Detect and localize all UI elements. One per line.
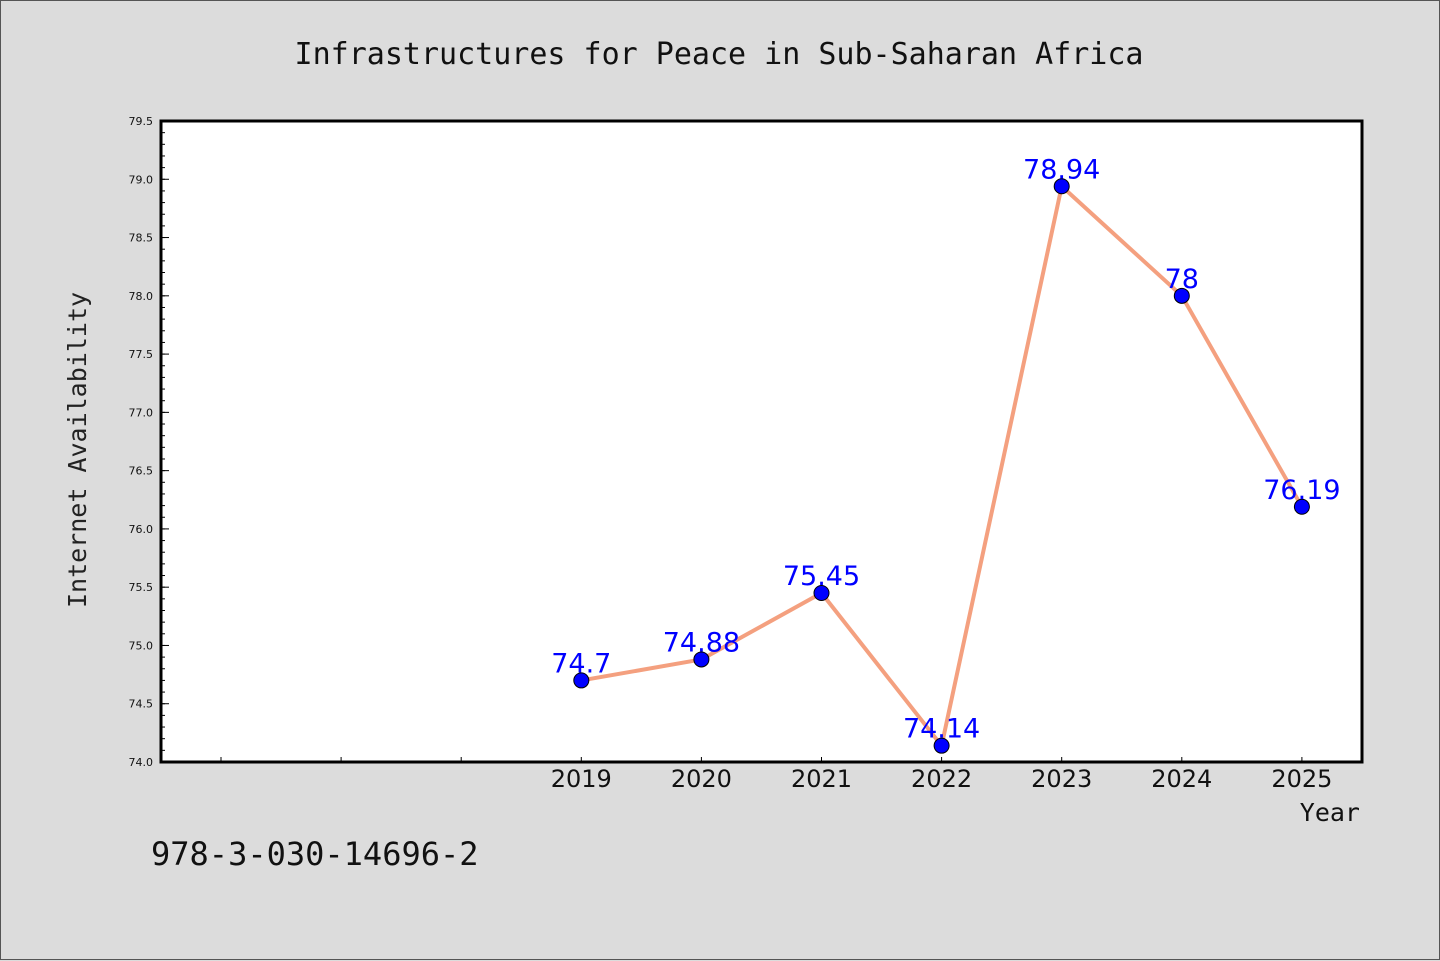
x-tick-label: 2021 (791, 765, 852, 793)
y-tick-label: 78.5 (129, 232, 154, 245)
data-label: 76.19 (1263, 475, 1340, 506)
data-point (813, 585, 830, 602)
y-tick-label: 78.0 (129, 290, 154, 303)
y-tick-label: 74.0 (129, 756, 154, 769)
y-tick-label: 77.5 (129, 348, 154, 361)
x-tick-label: 2024 (1151, 765, 1212, 793)
data-label: 78 (1165, 264, 1199, 295)
x-tick-label: 2025 (1271, 765, 1332, 793)
y-axis: 74.0 74.5 75.0 75.5 76.0 76.5 77.0 77.5 78.0 78.5… (129, 115, 169, 769)
data-point (573, 672, 590, 689)
y-tick-label: 75.0 (129, 639, 154, 652)
data-point (1293, 498, 1310, 515)
y-tick-label: 79.0 (129, 173, 154, 186)
x-tick-label: 2020 (671, 765, 732, 793)
series-group (573, 178, 1310, 754)
y-tick-label: 75.5 (129, 581, 154, 594)
x-tick-label: 2022 (911, 765, 972, 793)
y-tick-label: 79.5 (129, 115, 154, 128)
data-point (933, 737, 950, 754)
data-label: 74.88 (663, 627, 740, 658)
data-label: 74.14 (903, 714, 980, 745)
x-axis: 2019 2020 2021 2022 2023 2024 2025 (220, 757, 1332, 793)
data-label: 75.45 (783, 561, 860, 592)
data-point (1053, 178, 1070, 195)
y-tick-label: 76.5 (129, 465, 154, 478)
y-tick-label: 76.0 (129, 523, 154, 536)
data-labels-group: 74.7 74.88 75.45 74.14 78.94 78 76.19 (551, 154, 1340, 744)
x-tick-label: 2023 (1031, 765, 1092, 793)
y-tick-label: 77.0 (129, 406, 154, 419)
data-point (693, 651, 710, 668)
x-axis-label: Year (1300, 798, 1360, 827)
data-label: 78.94 (1023, 154, 1100, 185)
chart-title: Infrastructures for Peace in Sub-Saharan… (295, 37, 1144, 72)
x-tick-label: 2019 (551, 765, 612, 793)
data-label: 74.7 (551, 648, 611, 679)
plot-area (159, 119, 1364, 764)
footnote-isbn: 978-3-030-14696-2 (151, 835, 479, 873)
y-axis-label: Internet Availability (63, 292, 92, 608)
y-tick-label: 74.5 (129, 698, 154, 711)
data-point (1173, 287, 1190, 304)
